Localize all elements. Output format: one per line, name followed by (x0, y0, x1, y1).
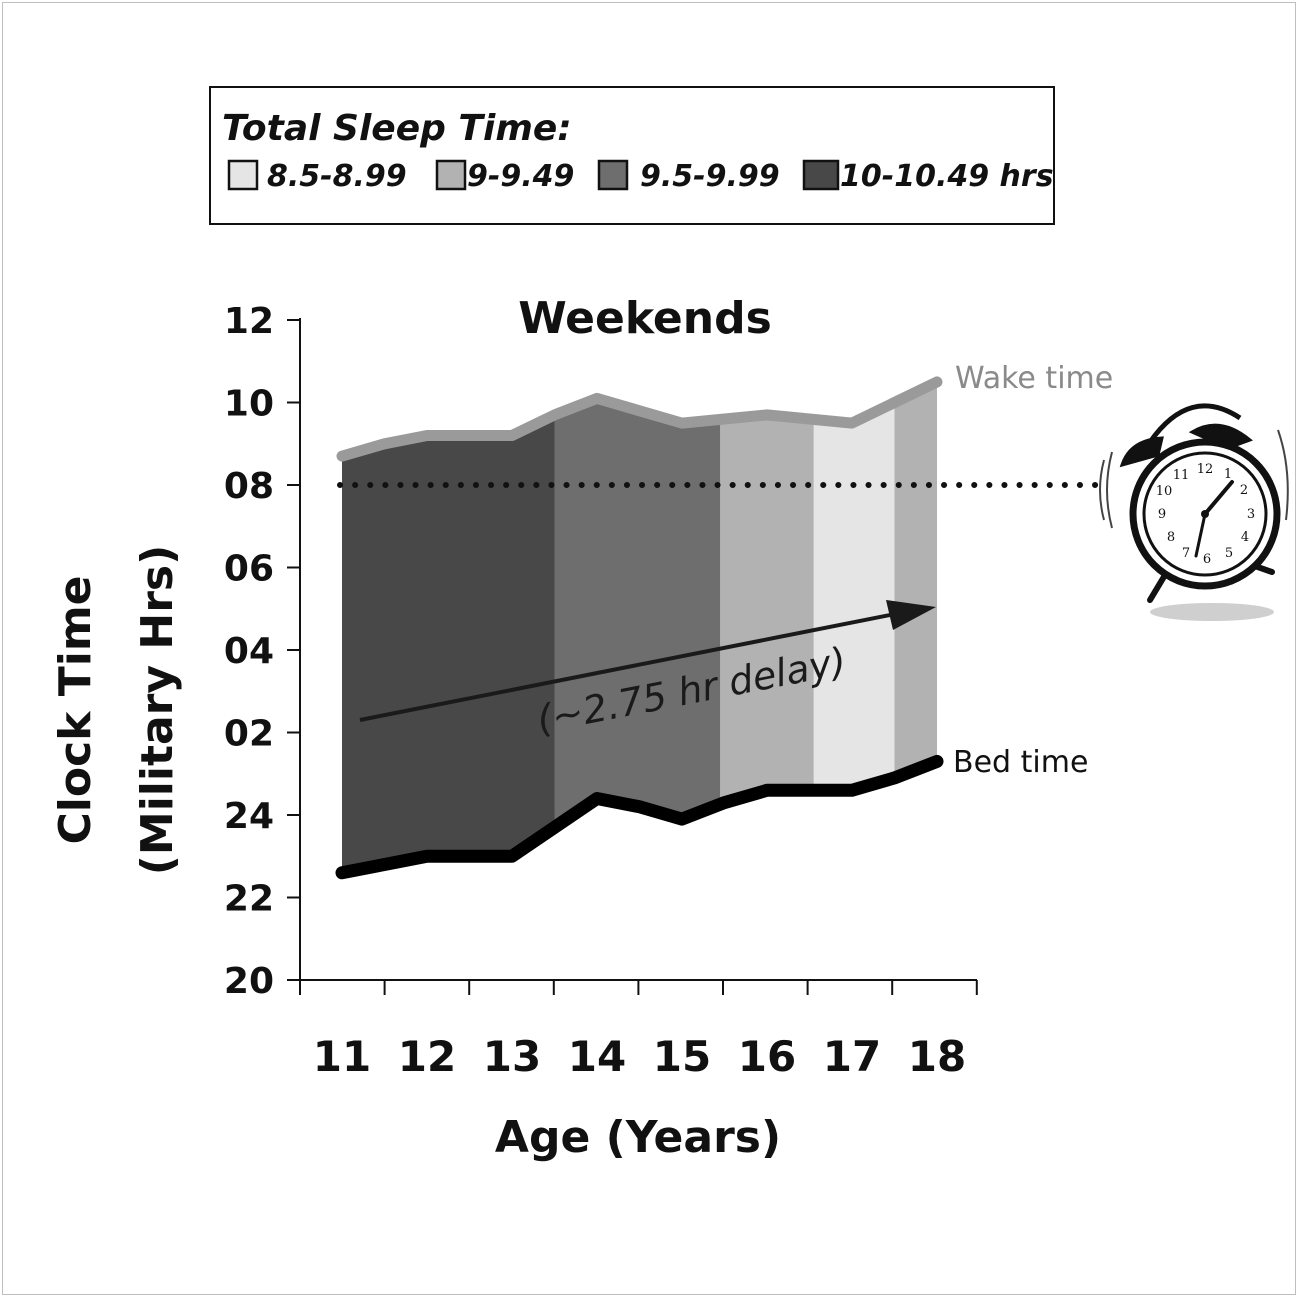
svg-text:10: 10 (1156, 484, 1173, 499)
legend-swatch-1 (227, 159, 259, 191)
legend-label-1: 8.5-8.99 (267, 159, 407, 194)
x-axis-label: Age (Years) (495, 1112, 781, 1163)
x-tick-label: 11 (313, 1032, 371, 1081)
delay-arrow-head (886, 600, 936, 630)
legend-item-3: 9.5-9.99 (597, 159, 780, 194)
svg-text:4: 4 (1241, 530, 1249, 545)
legend-label-3: 9.5-9.99 (640, 159, 780, 194)
sleep-band-1 (342, 414, 555, 873)
legend-item-4: 10-10.49 hrs (802, 159, 1054, 194)
y-axis-label-line2: (Military Hrs) (132, 545, 183, 875)
y-tick-label: 22 (224, 879, 274, 920)
y-tick-label: 02 (224, 714, 274, 755)
sleep-band-3 (720, 414, 814, 805)
y-axis-label: Clock Time (Military Hrs) (50, 545, 183, 875)
series-lines (335, 376, 944, 880)
legend-title: Total Sleep Time: (222, 108, 572, 149)
legend-label-2: 9-9.49 (467, 159, 574, 194)
y-tick-label: 08 (224, 466, 274, 507)
svg-text:3: 3 (1247, 507, 1255, 522)
svg-text:11: 11 (1173, 468, 1190, 483)
svg-text:8: 8 (1167, 530, 1175, 545)
y-tick-labels: 20 22 24 02 04 06 08 10 12 (224, 301, 274, 1002)
y-tick-label: 24 (224, 796, 274, 837)
y-tick-label: 20 (224, 961, 274, 1002)
svg-text:2: 2 (1240, 483, 1248, 498)
x-tick-label: 15 (653, 1032, 711, 1081)
x-tick-label: 18 (908, 1032, 966, 1081)
legend-box (209, 86, 1055, 225)
legend-item-2: 9-9.49 (435, 159, 574, 194)
svg-text:5: 5 (1225, 546, 1233, 561)
y-axis-label-line1: Clock Time (50, 575, 101, 844)
svg-text:12: 12 (1197, 462, 1214, 477)
wake-time-line (336, 376, 943, 462)
bed-time-label: Bed time (953, 745, 1088, 780)
sleep-bands (342, 381, 937, 873)
axes (287, 318, 978, 995)
svg-text:1: 1 (1224, 467, 1232, 482)
wake-time-label: Wake time (955, 361, 1113, 396)
sleep-band-2 (554, 398, 721, 828)
legend-swatch-3 (597, 159, 629, 191)
y-tick-label: 12 (224, 301, 274, 342)
delay-arrow-line (359, 612, 896, 722)
x-tick-label: 16 (738, 1032, 796, 1081)
x-tick-label: 14 (568, 1032, 626, 1081)
legend-swatch-2 (435, 159, 467, 191)
legend-item-1: 8.5-8.99 (227, 159, 407, 194)
legend: Total Sleep Time: 8.5-8.99 9-9.49 9.5-9.… (209, 86, 1055, 225)
sleep-band-4 (813, 402, 895, 791)
sleep-band-5 (894, 381, 937, 778)
svg-text:6: 6 (1203, 552, 1211, 567)
x-tick-label: 13 (483, 1032, 541, 1081)
bed-time-line (335, 754, 944, 880)
y-tick-label: 10 (224, 384, 274, 425)
x-tick-label: 12 (398, 1032, 456, 1081)
y-tick-label: 06 (224, 549, 274, 590)
svg-text:9: 9 (1158, 507, 1166, 522)
x-tick-labels: 11 12 13 14 15 16 17 18 (313, 1032, 966, 1081)
legend-swatch-4 (802, 159, 840, 191)
x-tick-label: 17 (823, 1032, 881, 1081)
legend-label-4: 10-10.49 hrs (840, 159, 1054, 194)
y-tick-label: 04 (224, 631, 274, 672)
chart-title: Weekends (518, 293, 772, 344)
svg-text:7: 7 (1182, 546, 1190, 561)
clock-shadow (1150, 603, 1274, 621)
